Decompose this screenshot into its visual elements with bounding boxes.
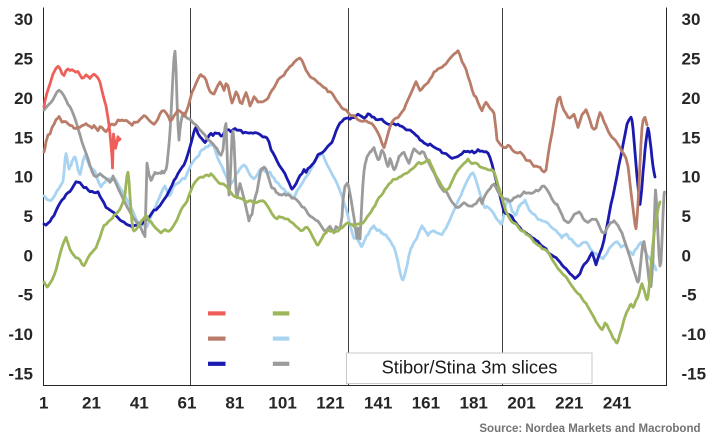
- svg-text:20: 20: [14, 89, 33, 108]
- svg-text:41: 41: [130, 394, 149, 413]
- svg-text:5: 5: [24, 207, 33, 226]
- svg-text:25: 25: [14, 50, 33, 69]
- svg-text:241: 241: [603, 394, 631, 413]
- svg-text:15: 15: [682, 128, 701, 147]
- svg-text:30: 30: [14, 10, 33, 29]
- svg-text:-10: -10: [8, 325, 33, 344]
- svg-text:5: 5: [682, 207, 691, 226]
- svg-text:161: 161: [412, 394, 440, 413]
- svg-text:Stibor/Stina 3m slices: Stibor/Stina 3m slices: [382, 357, 558, 378]
- svg-text:1: 1: [39, 394, 48, 413]
- svg-text:181: 181: [460, 394, 488, 413]
- svg-text:61: 61: [178, 394, 197, 413]
- svg-text:30: 30: [682, 10, 701, 29]
- svg-text:201: 201: [507, 394, 535, 413]
- svg-text:221: 221: [555, 394, 583, 413]
- svg-text:21: 21: [82, 394, 101, 413]
- svg-text:121: 121: [316, 394, 344, 413]
- svg-text:-15: -15: [8, 364, 33, 383]
- svg-text:0: 0: [24, 246, 33, 265]
- svg-text:81: 81: [225, 394, 244, 413]
- svg-text:-10: -10: [682, 325, 707, 344]
- svg-text:-5: -5: [18, 286, 33, 305]
- svg-text:0: 0: [682, 246, 691, 265]
- svg-text:-5: -5: [682, 286, 697, 305]
- svg-text:Source: Nordea Markets and Mac: Source: Nordea Markets and Macrobond: [479, 423, 700, 435]
- svg-text:101: 101: [268, 394, 296, 413]
- svg-text:-15: -15: [682, 364, 707, 383]
- svg-text:20: 20: [682, 89, 701, 108]
- svg-text:15: 15: [14, 128, 33, 147]
- svg-text:141: 141: [364, 394, 392, 413]
- svg-text:10: 10: [14, 168, 33, 187]
- svg-text:25: 25: [682, 50, 701, 69]
- svg-text:10: 10: [682, 168, 701, 187]
